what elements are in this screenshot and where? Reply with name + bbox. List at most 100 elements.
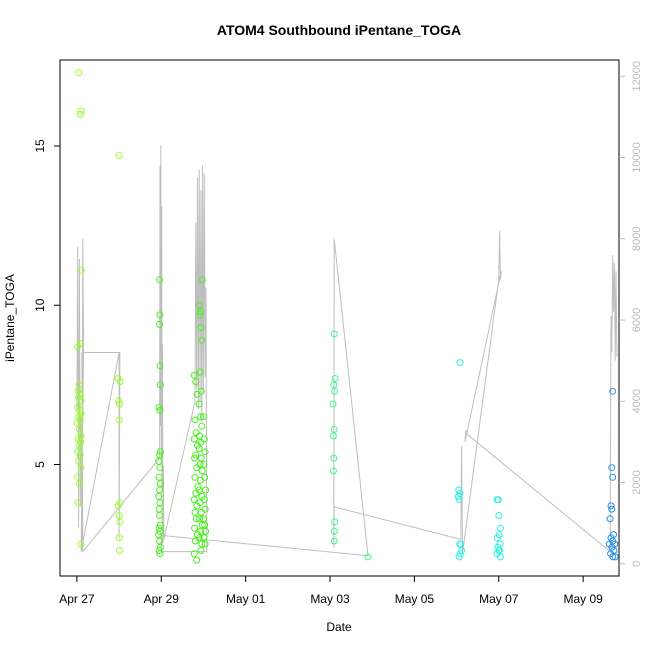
data-point: [611, 553, 619, 561]
data-point: [195, 534, 203, 542]
data-point: [155, 457, 163, 465]
data-point: [201, 473, 209, 481]
data-point: [75, 426, 83, 433]
data-point: [201, 540, 209, 548]
data-point: [75, 69, 83, 77]
data-point: [191, 524, 199, 532]
data-point: [199, 515, 207, 523]
data-point: [76, 110, 84, 118]
right-y-tick-label: 8000: [631, 227, 643, 251]
data-point: [115, 152, 123, 160]
right-y-tick-label: 2000: [631, 470, 643, 494]
x-tick-label: May 05: [395, 592, 435, 606]
data-point: [190, 496, 198, 504]
data-point: [202, 527, 210, 535]
data-point: [156, 362, 164, 370]
data-point: [197, 387, 205, 395]
data-point: [114, 502, 122, 510]
data-point: [156, 486, 164, 494]
right-y-tick-label: 6000: [631, 308, 643, 332]
data-point: [192, 378, 200, 386]
data-point: [75, 441, 83, 449]
y-axis-label: iPentane_TOGA: [3, 274, 17, 362]
data-point: [197, 413, 204, 421]
data-point: [74, 343, 82, 351]
data-point: [200, 496, 208, 504]
data-point: [195, 301, 203, 309]
data-point: [454, 492, 462, 500]
data-point: [192, 451, 200, 459]
data-point: [200, 435, 208, 443]
data-point: [75, 480, 83, 488]
data-point: [329, 432, 337, 440]
y-axis: 5 10 15: [33, 139, 60, 468]
data-point: [607, 502, 615, 510]
data-point: [77, 540, 85, 548]
data-point: [330, 330, 338, 338]
plot-frame: [59, 59, 620, 577]
data-point: [156, 381, 164, 389]
data-point: [198, 540, 206, 548]
data-point: [200, 461, 208, 468]
data-point: [197, 308, 204, 316]
right-y-tick-label: 12000: [631, 61, 643, 92]
data-point: [197, 508, 205, 516]
x-tick-label: Apr 29: [144, 592, 180, 606]
data-point: [116, 400, 123, 408]
data-point: [116, 518, 124, 526]
data-point: [75, 457, 83, 465]
data-point: [201, 505, 209, 513]
data-point: [191, 454, 199, 462]
chart-title: ATOM4 Southbound iPentane_TOGA: [217, 22, 461, 38]
x-tick-label: May 03: [310, 592, 350, 606]
data-point: [198, 276, 206, 284]
data-point: [155, 505, 163, 513]
data-point: [156, 512, 164, 519]
altitude-layer: [76, 145, 618, 557]
data-point: [156, 464, 164, 472]
data-point: [156, 499, 164, 507]
data-point: [198, 336, 206, 344]
y-tick-label: 10: [33, 298, 47, 312]
data-point: [190, 371, 198, 379]
data-point: [330, 454, 338, 462]
data-point: [331, 518, 339, 526]
data-point: [196, 515, 204, 523]
right-y-tick-label: 4000: [631, 389, 643, 413]
x-axis-label: Date: [326, 620, 352, 634]
data-point: [455, 496, 463, 504]
data-point: [330, 527, 338, 535]
data-point: [156, 527, 164, 535]
data-point: [201, 521, 209, 529]
data-point: [156, 311, 164, 319]
x-tick-label: May 01: [226, 592, 266, 606]
data-point: [195, 445, 203, 453]
data-point: [458, 547, 466, 554]
x-tick-label: May 07: [479, 592, 519, 606]
right-y-tick-label: 10000: [631, 142, 643, 173]
points-layer: [73, 69, 619, 564]
x-axis: Apr 27 Apr 29 May 01 May 03 May 05 May 07 May …: [59, 576, 603, 606]
data-point: [202, 486, 210, 494]
data-point: [74, 499, 82, 507]
data-point: [155, 492, 163, 500]
data-point: [196, 432, 204, 440]
data-point: [193, 556, 201, 564]
data-point: [115, 397, 123, 405]
x-tick-label: Apr 27: [59, 592, 95, 606]
data-point: [197, 324, 205, 332]
data-point: [196, 368, 204, 376]
data-point: [76, 451, 84, 459]
data-point: [155, 473, 163, 481]
altitude-line: [76, 145, 618, 557]
data-point: [494, 496, 502, 504]
data-point: [196, 311, 204, 319]
data-point: [198, 467, 206, 475]
data-point: [156, 276, 164, 284]
data-point: [495, 512, 503, 519]
data-point: [116, 547, 123, 554]
data-point: [198, 422, 206, 430]
data-point: [197, 454, 205, 462]
